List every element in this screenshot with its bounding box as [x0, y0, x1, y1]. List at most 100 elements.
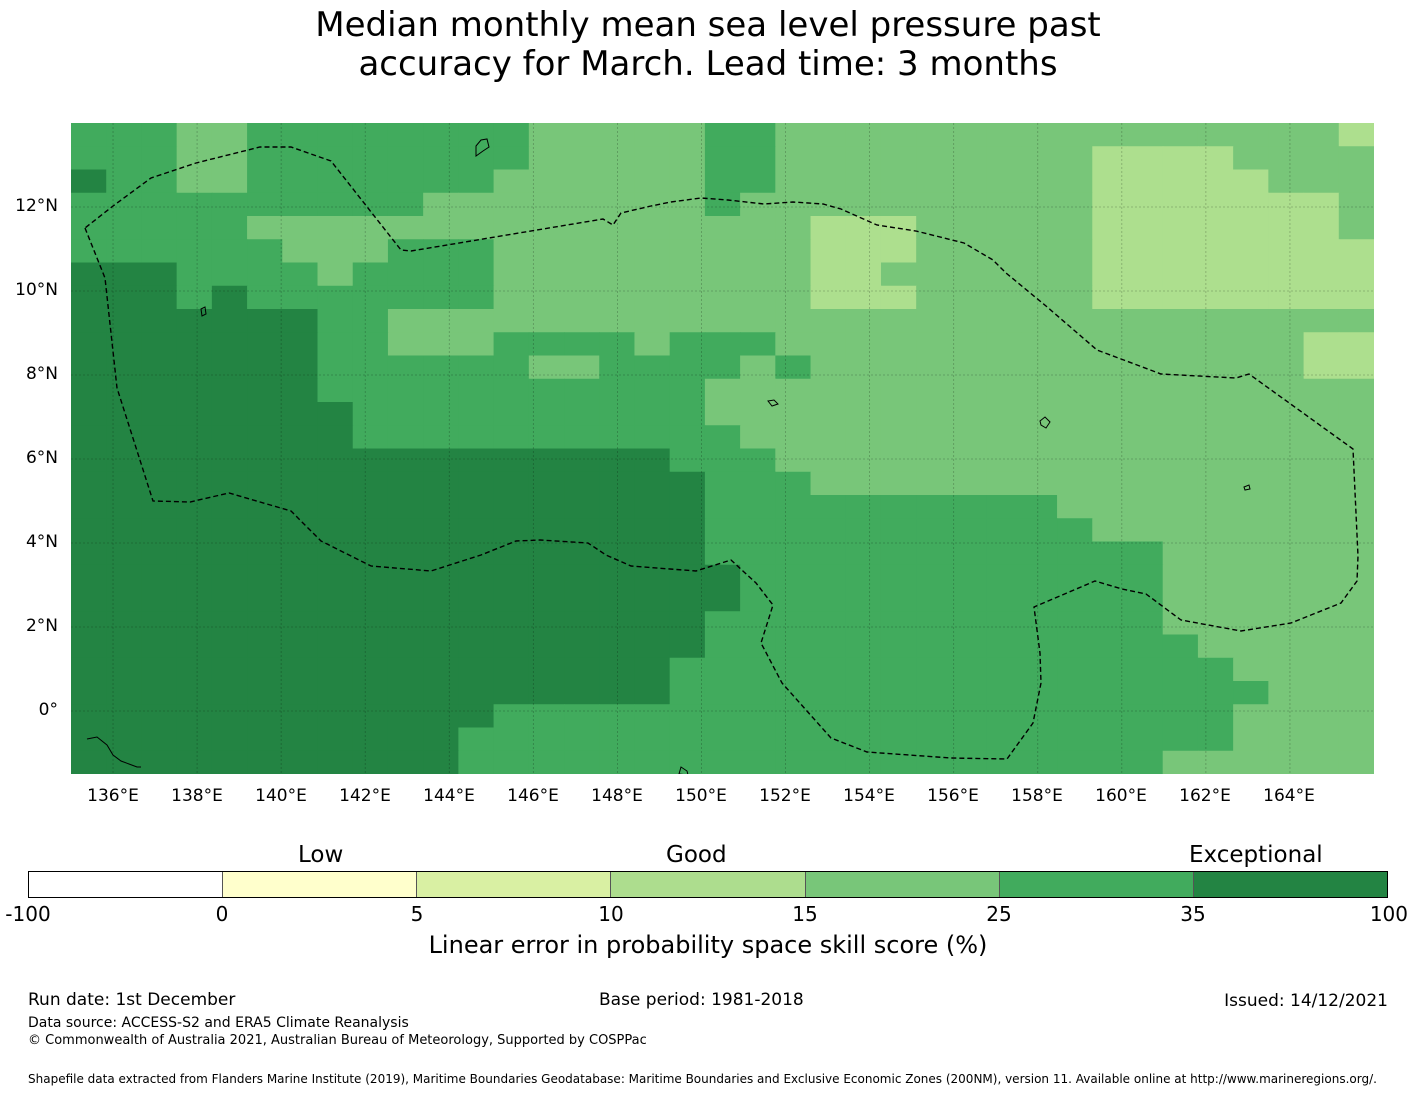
skill-cell [141, 425, 178, 450]
skill-cell [1197, 262, 1234, 287]
skill-cell [1303, 541, 1340, 566]
skill-cell [1092, 378, 1129, 403]
skill-cell [317, 750, 354, 774]
skill-cell [423, 262, 459, 287]
skill-cell [599, 239, 636, 264]
colorbar [28, 871, 1388, 898]
skill-cell [775, 355, 812, 380]
x-tick-label: 160°E [1095, 786, 1147, 806]
skill-cell [1127, 239, 1164, 264]
skill-cell [458, 169, 495, 194]
skill-cell [810, 123, 847, 147]
skill-cell [247, 611, 283, 636]
skill-cell [493, 402, 530, 426]
skill-cell [247, 727, 283, 752]
skill-cell [1162, 309, 1199, 333]
skill-cell [423, 657, 459, 682]
skill-cell [1021, 425, 1058, 450]
skill-cell [528, 332, 565, 357]
skill-cell [176, 448, 213, 473]
skill-cell [880, 146, 917, 171]
skill-cell [951, 541, 988, 566]
skill-cell [1127, 123, 1164, 147]
skill-grid-cells [71, 123, 1374, 774]
skill-cell [599, 657, 636, 682]
skill-cell [669, 123, 706, 147]
skill-cell [71, 634, 107, 659]
skill-cell [247, 681, 283, 705]
skill-cell [176, 123, 213, 147]
skill-cell [317, 285, 354, 310]
colorbar-category-exceptional: Exceptional [1189, 842, 1323, 868]
x-tick-label: 140°E [255, 786, 307, 806]
skill-cell [986, 541, 1023, 566]
skill-cell [1092, 332, 1129, 357]
eez-boundary-line [84, 146, 1359, 760]
skill-cell [704, 146, 741, 171]
skill-cell [1057, 541, 1093, 566]
skill-cell [247, 262, 283, 287]
island-kosrae [1243, 484, 1251, 491]
skill-cell [845, 425, 882, 450]
skill-cell [740, 239, 776, 264]
skill-cell [1127, 750, 1164, 774]
skill-cell [493, 355, 530, 380]
colorbar-segment [29, 872, 224, 897]
skill-cell [317, 471, 354, 496]
skill-cell [317, 611, 354, 636]
skill-cell [740, 634, 776, 659]
skill-cell [1092, 495, 1129, 519]
skill-cell [528, 588, 565, 612]
skill-cell [1303, 704, 1340, 729]
skill-cell [845, 611, 882, 636]
skill-cell [458, 425, 495, 450]
skill-cell [740, 146, 776, 171]
skill-cell [1092, 588, 1129, 612]
skill-cell [71, 378, 107, 403]
skill-cell [317, 495, 354, 519]
skill-cell [71, 146, 107, 171]
skill-cell [1127, 541, 1164, 566]
x-tick-label: 154°E [843, 786, 895, 806]
skill-cell [916, 727, 953, 752]
skill-cell [775, 495, 812, 519]
skill-cell [810, 681, 847, 705]
skill-cell [880, 332, 917, 357]
skill-cell [1338, 704, 1374, 729]
skill-cell [704, 216, 741, 240]
skill-cell [880, 541, 917, 566]
skill-cell [1021, 169, 1058, 194]
skill-cell [1162, 378, 1199, 403]
skill-cell [1197, 471, 1234, 496]
skill-cell [564, 611, 600, 636]
skill-cell [1127, 495, 1164, 519]
skill-cell [1057, 332, 1093, 357]
skill-cell [634, 750, 671, 774]
skill-cell [986, 518, 1023, 543]
skill-cell [317, 123, 354, 147]
skill-cell [916, 239, 953, 264]
skill-cell [1057, 727, 1093, 752]
skill-cell [387, 146, 424, 171]
skill-cell [282, 750, 319, 774]
skill-cell [317, 309, 354, 333]
shapefile-credit: Shapefile data extracted from Flanders M… [28, 1072, 1377, 1086]
skill-cell [775, 634, 812, 659]
skill-cell [1338, 239, 1374, 264]
skill-cell [740, 378, 776, 403]
skill-cell [141, 681, 178, 705]
skill-cell [1162, 588, 1199, 612]
skill-cell [1092, 355, 1129, 380]
skill-cell [423, 634, 459, 659]
island-png-coast [86, 736, 141, 768]
skill-cell [458, 402, 495, 426]
skill-cell [493, 309, 530, 333]
skill-cell [775, 564, 812, 589]
skill-cell [176, 146, 213, 171]
skill-cell [669, 425, 706, 450]
skill-cell [211, 192, 248, 217]
skill-cell [211, 216, 248, 240]
skill-cell [1127, 611, 1164, 636]
skill-cell [211, 448, 248, 473]
skill-cell [599, 378, 636, 403]
